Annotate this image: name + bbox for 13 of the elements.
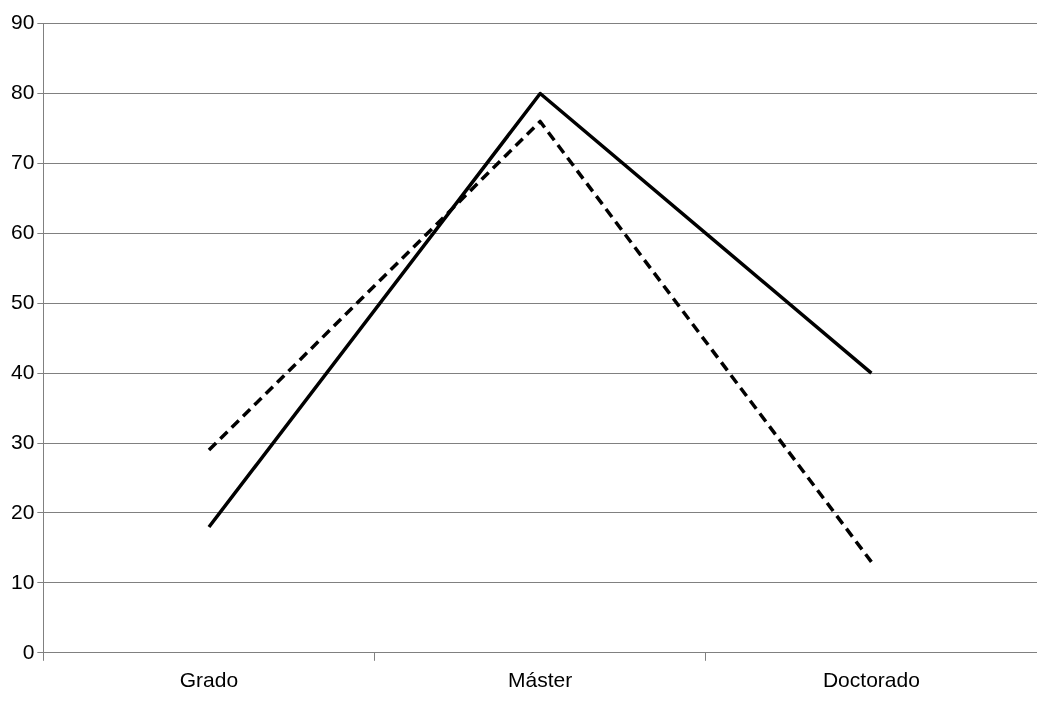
x-tick-label: Máster bbox=[508, 668, 573, 692]
y-tick-label: 20 bbox=[11, 499, 35, 523]
y-tick-label: 60 bbox=[11, 220, 35, 244]
y-tick-label: 30 bbox=[11, 429, 35, 453]
y-tick-label: 40 bbox=[11, 359, 35, 383]
y-tick-label: 90 bbox=[11, 10, 35, 34]
x-tick-label: Doctorado bbox=[822, 668, 920, 692]
y-tick-label: 80 bbox=[11, 80, 35, 104]
y-tick-label: 0 bbox=[22, 639, 35, 663]
y-tick-label: 50 bbox=[11, 290, 35, 314]
y-tick-label: 10 bbox=[11, 569, 35, 593]
x-tick-label: Grado bbox=[179, 668, 239, 692]
y-tick-label: 70 bbox=[11, 150, 35, 174]
